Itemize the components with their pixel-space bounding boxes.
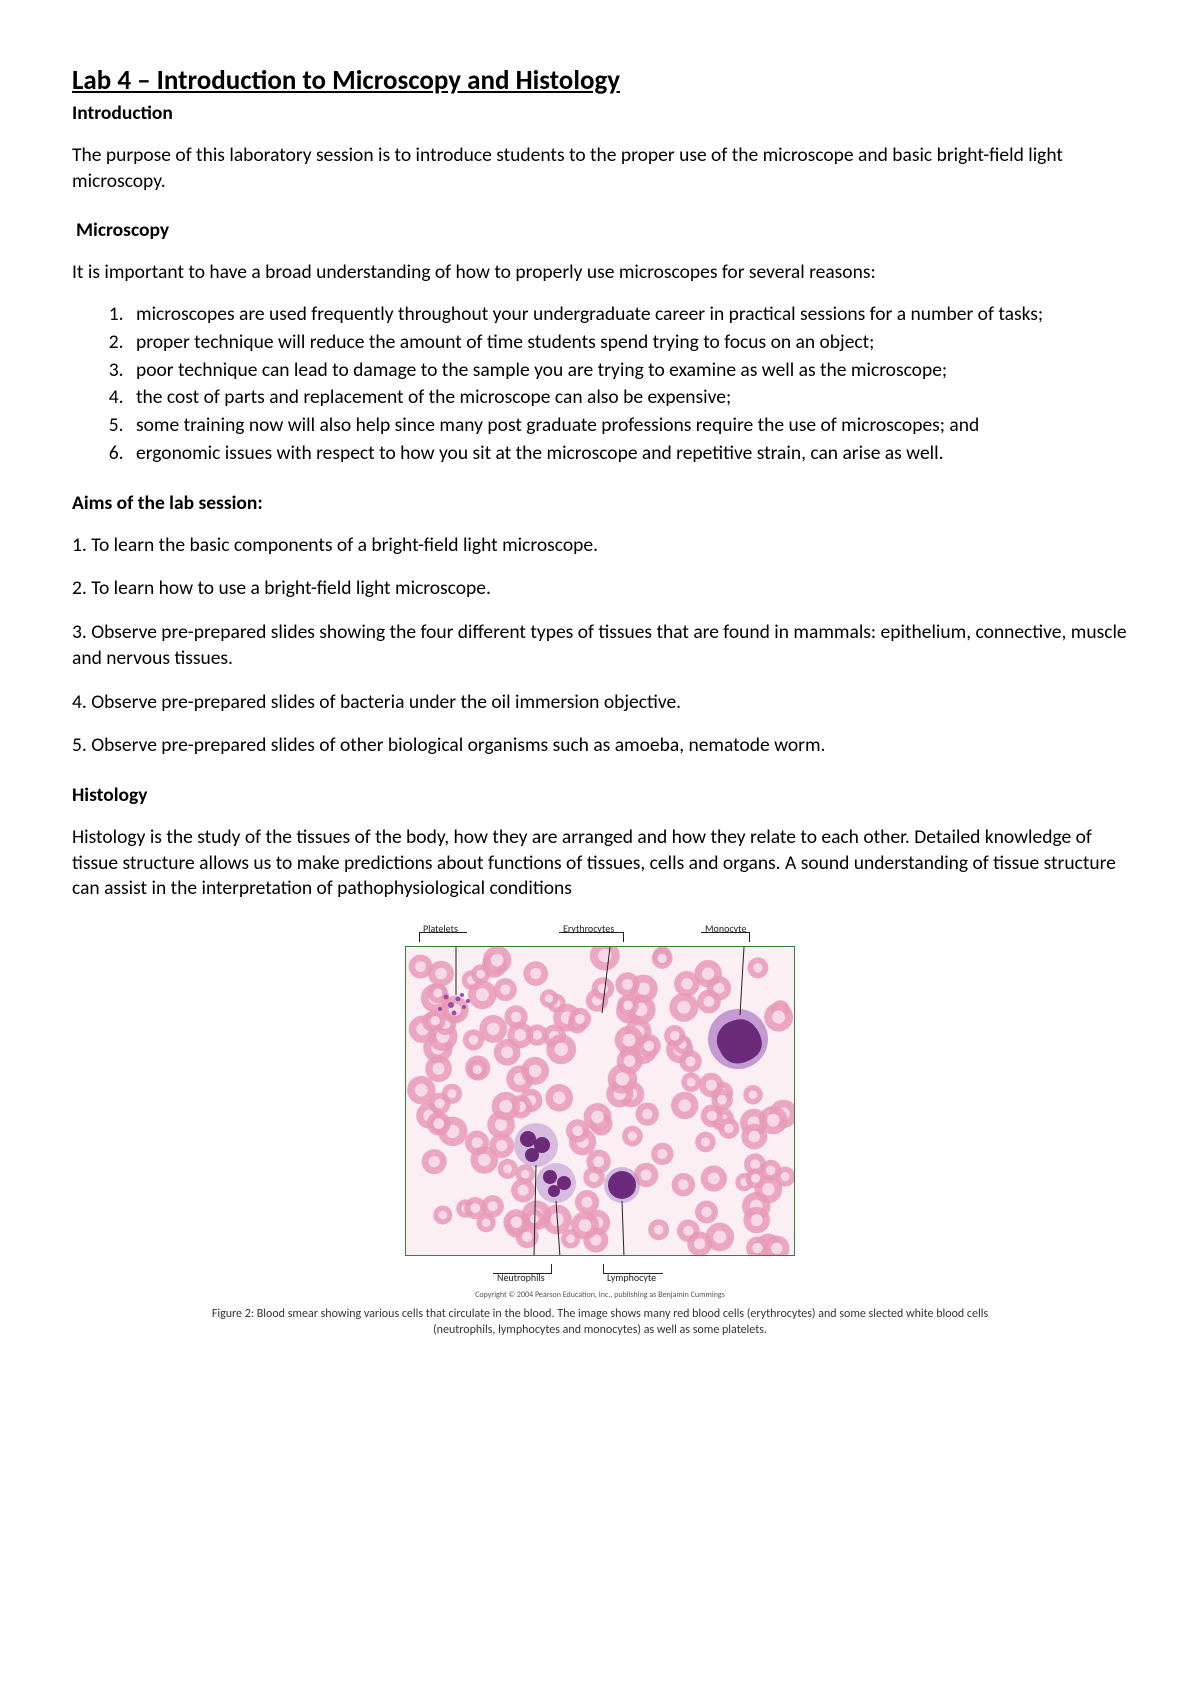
- aim-item: 5. Observe pre-prepared slides of other …: [72, 733, 1128, 759]
- list-item: microscopes are used frequently througho…: [128, 302, 1128, 328]
- list-item: the cost of parts and replacement of the…: [128, 385, 1128, 411]
- blood-smear-svg: [406, 947, 795, 1256]
- figure-copyright: Copyright © 2004 Pearson Education, Inc.…: [475, 1290, 725, 1300]
- smear-image: [405, 946, 795, 1256]
- page-title: Lab 4 – Introduction to Microscopy and H…: [72, 64, 1128, 97]
- label-erythrocytes: Erythrocytes: [563, 922, 614, 935]
- blood-smear-figure: Platelets Erythrocytes Monocyte: [365, 918, 835, 1288]
- aims-heading: Aims of the lab session:: [72, 491, 1128, 515]
- aims-list: 1. To learn the basic components of a br…: [72, 533, 1128, 759]
- label-monocyte: Monocyte: [705, 922, 746, 935]
- figure-caption: Figure 2: Blood smear showing various ce…: [190, 1306, 1010, 1338]
- list-item: proper technique will reduce the amount …: [128, 330, 1128, 356]
- histology-text: Histology is the study of the tissues of…: [72, 825, 1128, 902]
- figure-container: Platelets Erythrocytes Monocyte: [72, 918, 1128, 1338]
- histology-heading: Histology: [72, 783, 1128, 807]
- list-item: poor technique can lead to damage to the…: [128, 358, 1128, 384]
- aim-item: 3. Observe pre-prepared slides showing t…: [72, 620, 1128, 671]
- label-platelets: Platelets: [423, 922, 458, 935]
- intro-text: The purpose of this laboratory session i…: [72, 143, 1128, 194]
- intro-heading: Introduction: [72, 101, 1128, 125]
- aim-item: 2. To learn how to use a bright-field li…: [72, 576, 1128, 602]
- list-item: some training now will also help since m…: [128, 413, 1128, 439]
- list-item: ergonomic issues with respect to how you…: [128, 441, 1128, 467]
- microscopy-heading: Microscopy: [76, 218, 1128, 242]
- aim-item: 4. Observe pre-prepared slides of bacter…: [72, 690, 1128, 716]
- microscopy-lead: It is important to have a broad understa…: [72, 260, 1128, 286]
- microscopy-list: microscopes are used frequently througho…: [72, 302, 1128, 466]
- aim-item: 1. To learn the basic components of a br…: [72, 533, 1128, 559]
